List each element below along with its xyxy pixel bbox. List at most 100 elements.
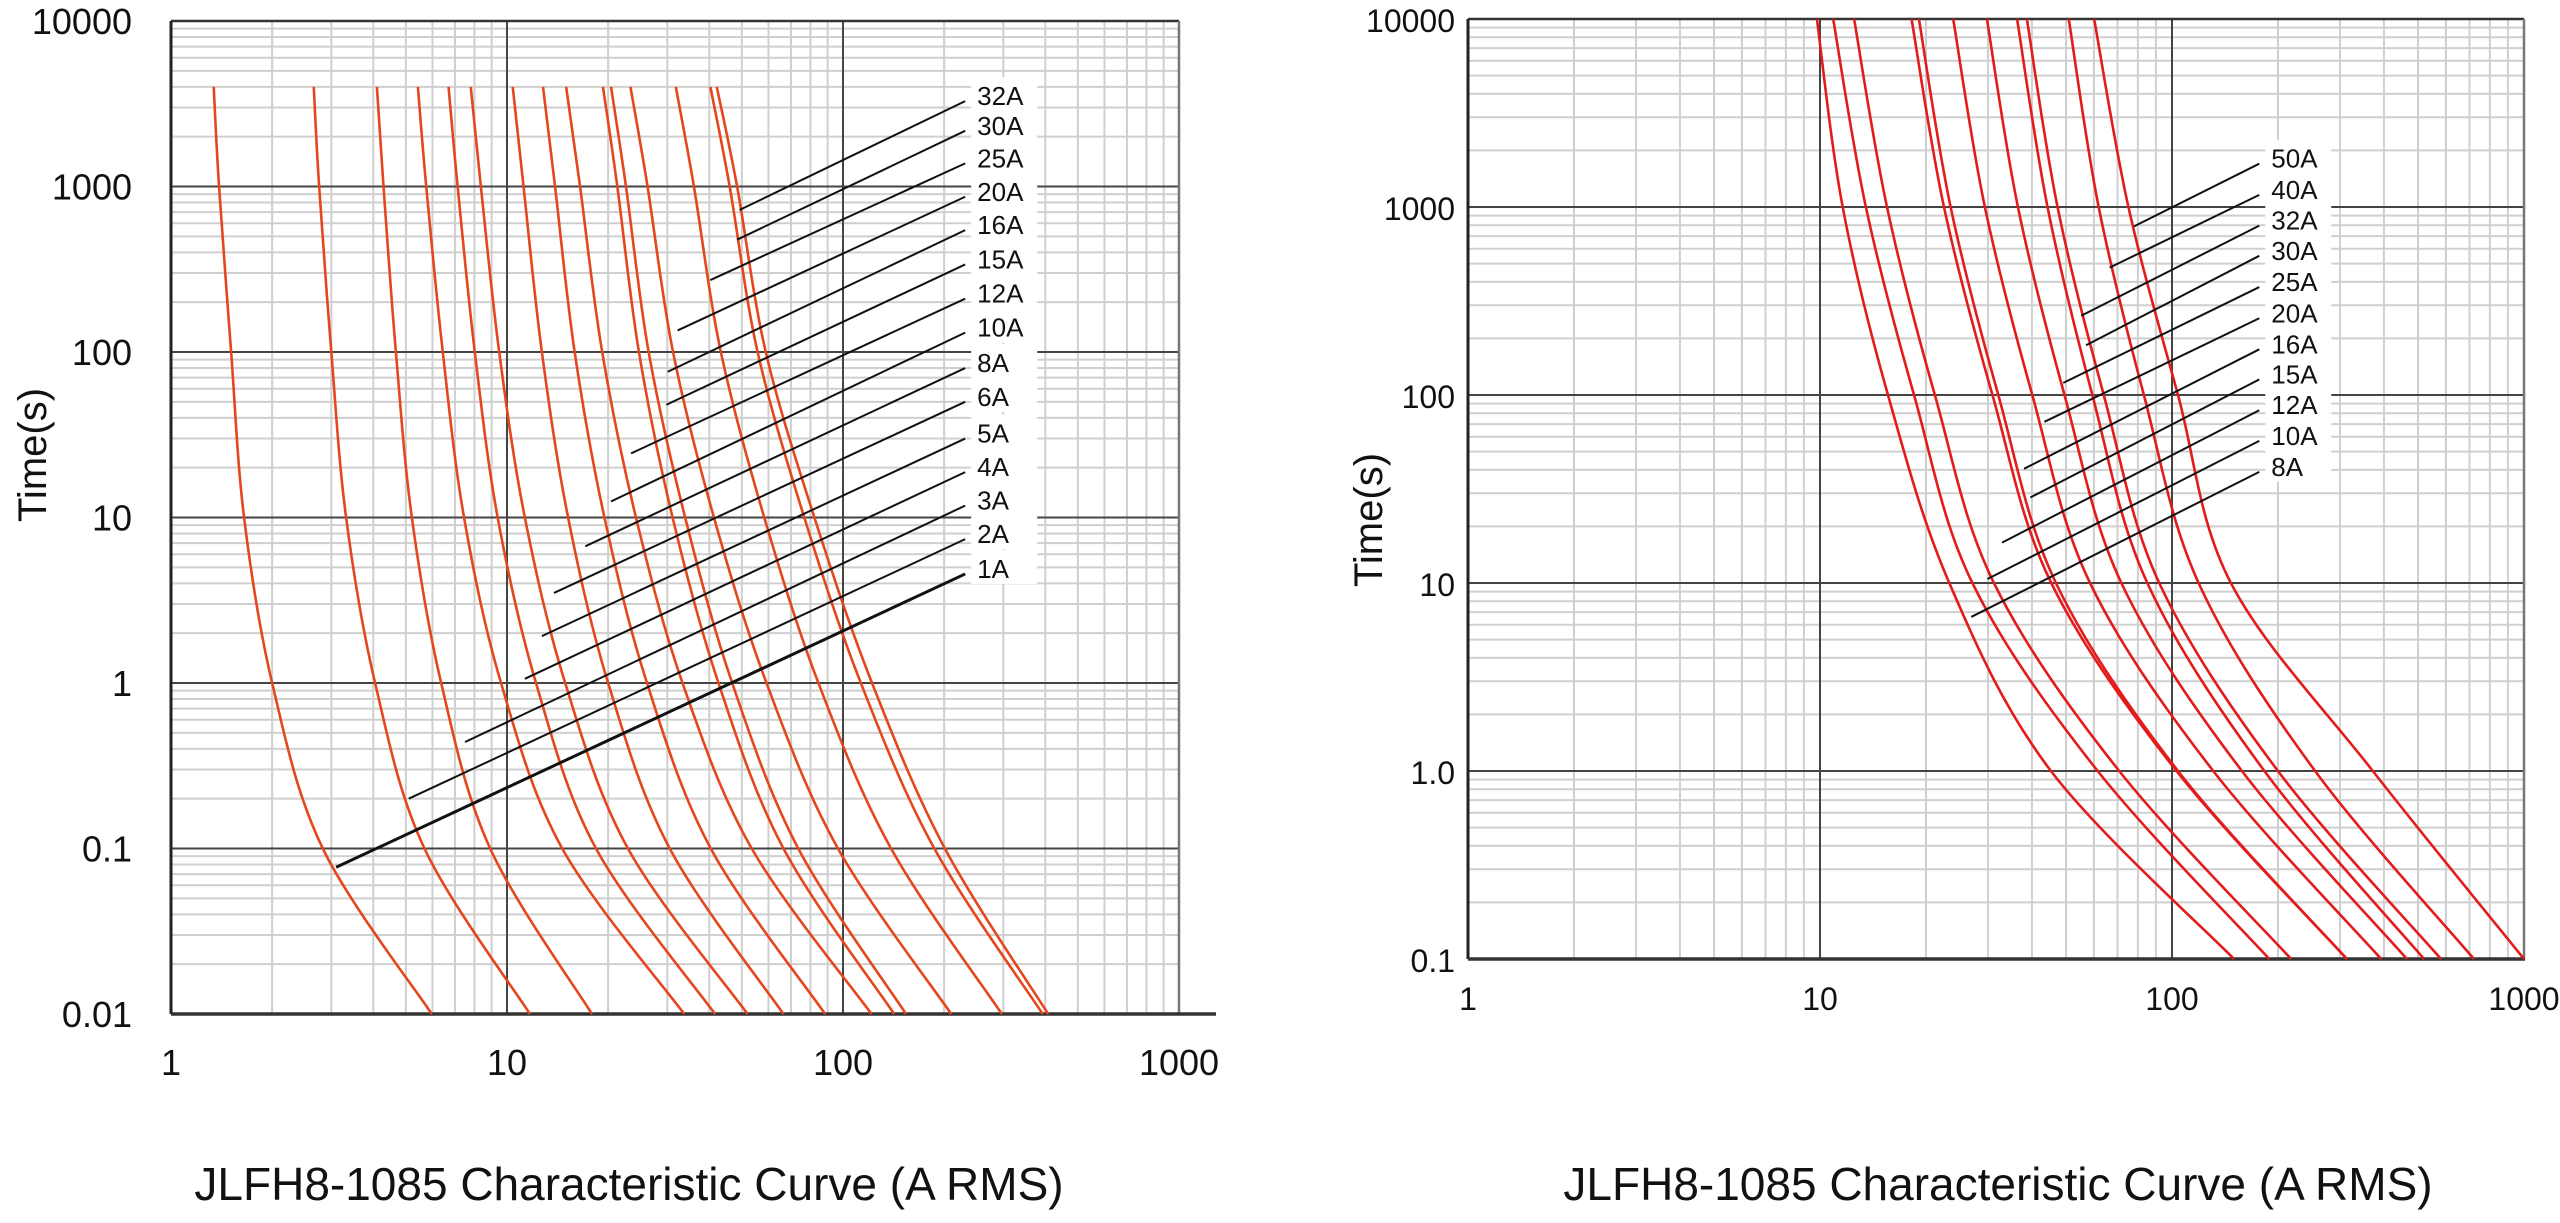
label-background — [2265, 263, 2332, 298]
curve-10a — [1831, 18, 2271, 960]
curve-16a — [1917, 18, 2348, 960]
label-background — [971, 481, 1038, 516]
label-background — [971, 106, 1038, 141]
curve-label-25a: 25A — [2271, 267, 2318, 297]
x-tick-label: 10 — [487, 1042, 527, 1083]
label-background — [971, 172, 1038, 207]
curve-3a — [375, 86, 594, 1015]
curve-label-30a: 30A — [977, 111, 1024, 141]
label-background — [971, 308, 1038, 343]
x-tick-label: 1000 — [1139, 1042, 1219, 1083]
curve-30a — [2015, 18, 2426, 960]
leader-line-12a — [630, 297, 966, 455]
y-tick-label: 1000 — [1384, 191, 1455, 227]
label-background — [971, 274, 1038, 309]
curve-4a — [416, 86, 686, 1015]
leader-line-6a — [553, 400, 966, 594]
curve-6a — [469, 86, 749, 1015]
y-tick-label: 1.0 — [1411, 755, 1455, 791]
curve-8a — [1815, 18, 2235, 960]
curve-32a — [715, 86, 1050, 1015]
leader-line-2a — [408, 538, 966, 800]
curve-10a — [541, 86, 827, 1015]
grid — [171, 21, 1179, 1014]
curve-label-10a: 10A — [977, 313, 1024, 343]
y-tick-label: 0.1 — [82, 829, 132, 870]
label-background — [2265, 231, 2332, 266]
curve-label-15a: 15A — [2271, 359, 2318, 389]
grid — [1468, 19, 2524, 959]
leader-line-50a — [2133, 162, 2260, 228]
leader-line-4a — [524, 471, 966, 680]
y-tick-label: 1 — [112, 663, 132, 704]
x-tick-label: 100 — [2145, 981, 2198, 1017]
curve-5a — [447, 86, 717, 1015]
curve-label-40a: 40A — [2271, 175, 2318, 205]
label-background — [971, 515, 1038, 550]
curve-20a — [629, 86, 953, 1015]
leader-line-12a — [2001, 409, 2260, 544]
y-tick-label: 10000 — [1366, 3, 1455, 39]
label-background — [2265, 201, 2332, 236]
leader-line-32a — [739, 100, 966, 211]
label-background — [2265, 170, 2332, 205]
label-background — [2265, 416, 2332, 451]
chart-title: JLFH8-1085 Characteristic Curve (A RMS) — [1563, 1158, 2432, 1210]
leader-line-15a — [2029, 378, 2260, 499]
curve-1a — [212, 86, 433, 1015]
label-background — [971, 77, 1038, 112]
label-background — [971, 377, 1038, 412]
label-background — [971, 139, 1038, 174]
label-background — [2265, 447, 2332, 482]
curve-8a — [511, 86, 785, 1015]
y-tick-label: 10 — [1419, 567, 1455, 603]
label-background — [2265, 294, 2332, 329]
x-tick-label: 10 — [1802, 981, 1838, 1017]
curve-label-1a: 1A — [977, 554, 1009, 584]
label-background — [2265, 386, 2332, 421]
curve-label-2a: 2A — [977, 519, 1009, 549]
curve-32a — [2025, 18, 2442, 960]
curve-label-32a: 32A — [2271, 206, 2318, 236]
curve-label-32a: 32A — [977, 81, 1024, 111]
y-tick-label: 10 — [92, 498, 132, 539]
y-tick-label: 0.1 — [1411, 943, 1455, 979]
curves — [1815, 18, 2526, 960]
curve-label-25a: 25A — [977, 143, 1024, 173]
label-background — [2265, 139, 2332, 174]
label-background — [971, 240, 1038, 275]
label-background — [971, 549, 1038, 584]
y-tick-label: 100 — [72, 332, 132, 373]
curve-40a — [2067, 18, 2475, 960]
leader-line-8a — [584, 367, 966, 548]
curve-15a — [601, 86, 896, 1015]
curve-label-50a: 50A — [2271, 144, 2318, 174]
curve-25a — [1985, 18, 2408, 960]
curve-20a — [1951, 18, 2383, 960]
leader-line-1a — [335, 572, 966, 869]
leader-line-25a — [709, 162, 966, 281]
curve-label-4a: 4A — [977, 452, 1009, 482]
label-background — [2265, 325, 2332, 360]
x-tick-label: 1000 — [2488, 981, 2559, 1017]
leader-line-32a — [2080, 224, 2260, 317]
curve-25a — [674, 86, 1003, 1015]
x-tick-label: 100 — [813, 1042, 873, 1083]
curve-12a — [1852, 18, 2293, 960]
label-background — [971, 448, 1038, 483]
curve-label-5a: 5A — [977, 419, 1009, 449]
label-background — [971, 206, 1038, 241]
chart-title: JLFH8-1085 Characteristic Curve (A RMS) — [194, 1158, 1063, 1210]
curve-label-30a: 30A — [2271, 236, 2318, 266]
leader-line-3a — [464, 504, 966, 743]
leader-line-40a — [2109, 193, 2260, 269]
y-axis-label: Time(s) — [1347, 453, 1391, 587]
label-background — [971, 344, 1038, 379]
leader-line-25a — [2062, 286, 2260, 384]
curve-label-20a: 20A — [2271, 298, 2318, 328]
x-tick-label: 1 — [161, 1042, 181, 1083]
y-tick-label: 10000 — [32, 1, 132, 42]
leader-line-20a — [2043, 317, 2260, 423]
